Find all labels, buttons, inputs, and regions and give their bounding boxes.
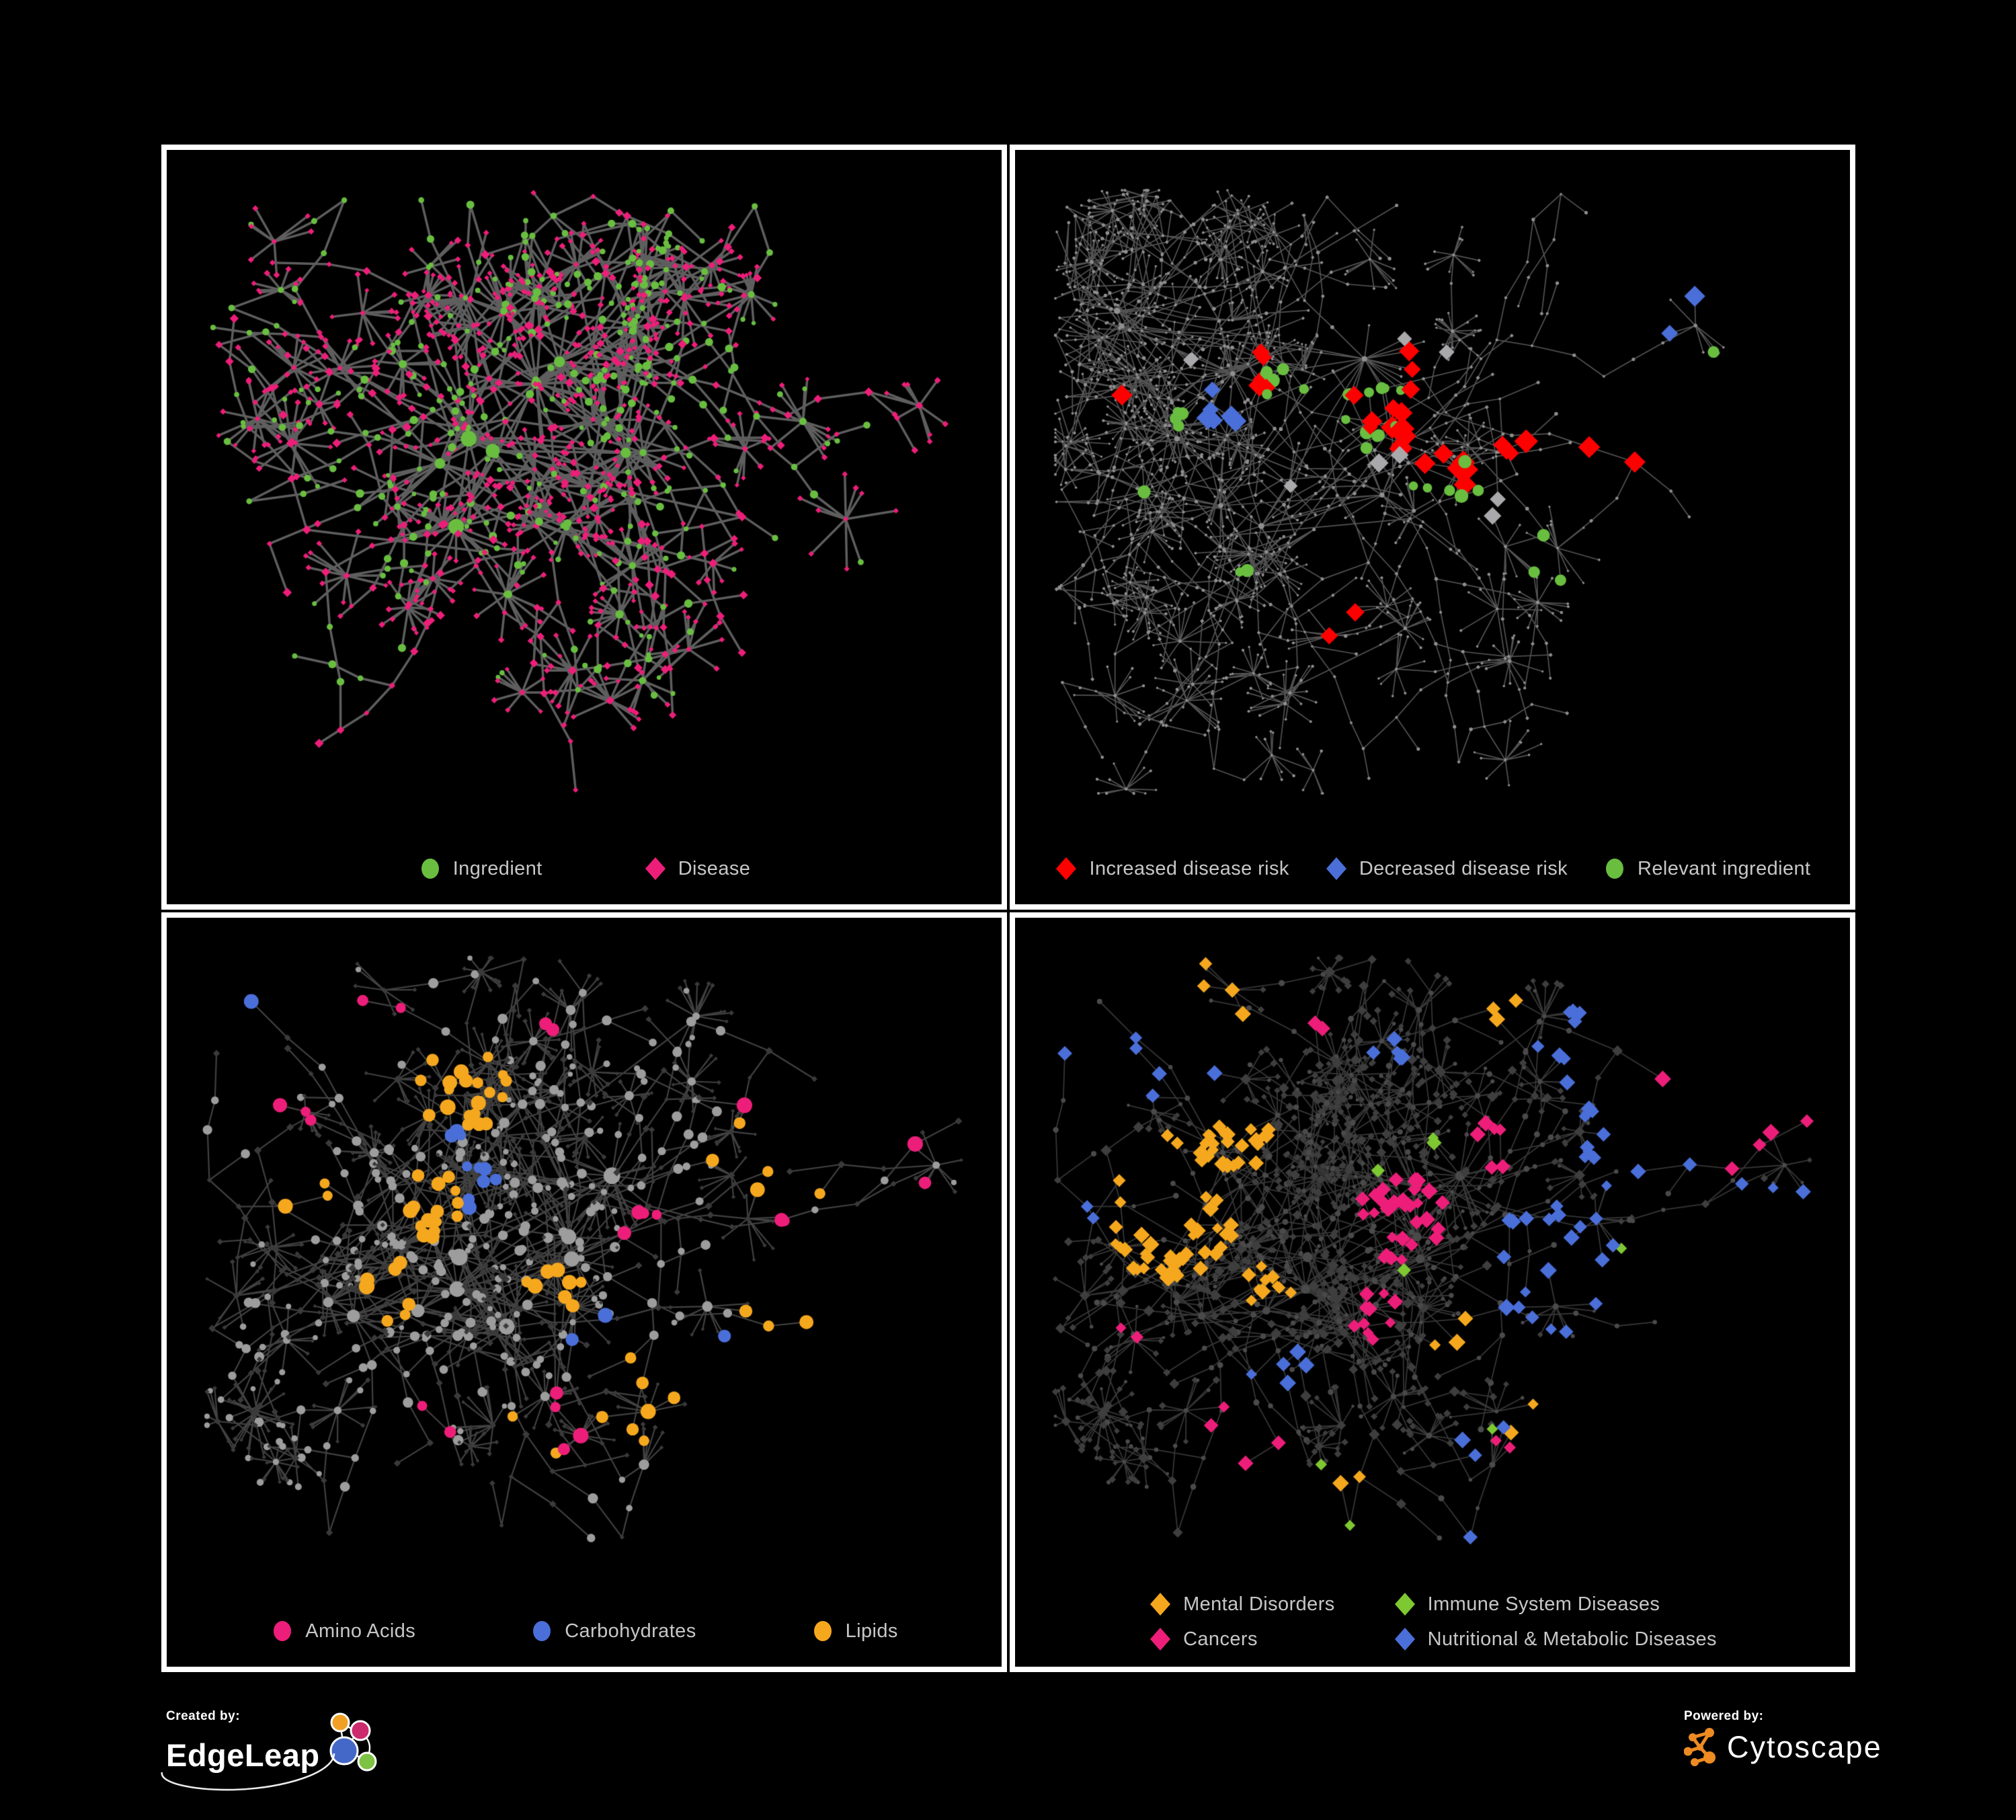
created-by-block: Created by: EdgeLeap	[161, 1709, 516, 1791]
edgeleap-logo-icon	[329, 1712, 377, 1772]
legend-label: Amino Acids	[305, 1620, 416, 1642]
network-canvas-ingredient-disease	[167, 150, 1002, 904]
legend-ingredient-disease: Ingredient Disease	[167, 856, 1002, 881]
powered-by-label: Powered by:	[1684, 1709, 1764, 1723]
legend-label: Decreased disease risk	[1359, 857, 1568, 879]
legend-label: Lipids	[845, 1620, 898, 1642]
legend-label: Increased disease risk	[1089, 857, 1289, 879]
legend-item-lipids: Lipids	[811, 1618, 898, 1644]
panel-disease-classes-network: Mental Disorders Immune System Diseases Ca…	[1010, 912, 1855, 1672]
legend-label: Ingredient	[452, 857, 542, 879]
legend-item-cancers: Cancers	[1148, 1626, 1335, 1652]
diamond-marker-icon	[645, 857, 666, 880]
cytoscape-wordmark: Cytoscape	[1727, 1729, 1882, 1764]
legend-item-ingredient: Ingredient	[418, 856, 542, 881]
diamond-marker-icon	[1150, 1628, 1171, 1651]
legend-item-carbohydrates: Carbohydrates	[530, 1618, 696, 1644]
circle-marker-icon	[274, 1621, 292, 1641]
circle-marker-icon	[533, 1621, 551, 1641]
diamond-marker-icon	[1056, 857, 1077, 880]
legend-label: Carbohydrates	[565, 1620, 696, 1642]
legend-item-nutritional-metabolic-diseases: Nutritional & Metabolic Diseases	[1393, 1626, 1717, 1652]
legend-item-immune-system-diseases: Immune System Diseases	[1393, 1591, 1717, 1617]
legend-nutrient-classes: Amino Acids Carbohydrates Lipids	[167, 1618, 1002, 1644]
diamond-marker-icon	[1326, 857, 1346, 880]
panel-nutrient-classes-network: Amino Acids Carbohydrates Lipids	[161, 912, 1007, 1672]
legend-item-decreased-disease-risk: Decreased disease risk	[1324, 856, 1568, 881]
edgeleap-wordmark: EdgeLeap	[166, 1737, 320, 1773]
diamond-marker-icon	[1150, 1593, 1171, 1616]
circle-marker-icon	[1606, 859, 1624, 879]
panel-ingredient-disease-network: Ingredient Disease	[161, 145, 1007, 910]
legend-item-mental-disorders: Mental Disorders	[1148, 1591, 1335, 1617]
legend-label: Immune System Diseases	[1427, 1593, 1660, 1615]
legend-label: Relevant ingredient	[1638, 857, 1811, 879]
created-by-label: Created by:	[166, 1709, 241, 1723]
legend-item-increased-disease-risk: Increased disease risk	[1054, 856, 1289, 881]
legend-disease-classes: Mental Disorders Immune System Diseases Ca…	[1015, 1591, 1850, 1652]
network-canvas-disease-classes	[1015, 918, 1850, 1667]
legend-item-amino-acids: Amino Acids	[270, 1618, 415, 1644]
circle-marker-icon	[813, 1621, 832, 1641]
network-canvas-nutrient-classes	[167, 918, 1002, 1667]
legend-label: Cancers	[1183, 1628, 1258, 1650]
diamond-marker-icon	[1394, 1628, 1415, 1651]
legend-disease-risk: Increased disease risk Decreased disease …	[1015, 856, 1850, 881]
legend-label: Disease	[678, 857, 751, 879]
legend-label: Nutritional & Metabolic Diseases	[1427, 1628, 1717, 1650]
panel-disease-risk-network: Increased disease risk Decreased disease …	[1010, 145, 1855, 910]
legend-item-relevant-ingredient: Relevant ingredient	[1603, 856, 1810, 881]
legend-label: Mental Disorders	[1183, 1593, 1335, 1615]
powered-by-block: Powered by: Cytoscape	[1684, 1709, 1966, 1767]
diamond-marker-icon	[1394, 1593, 1415, 1616]
legend-item-disease: Disease	[643, 856, 751, 881]
circle-marker-icon	[421, 859, 439, 879]
network-canvas-disease-risk	[1015, 150, 1850, 904]
cytoscape-logo-icon	[1684, 1728, 1716, 1766]
